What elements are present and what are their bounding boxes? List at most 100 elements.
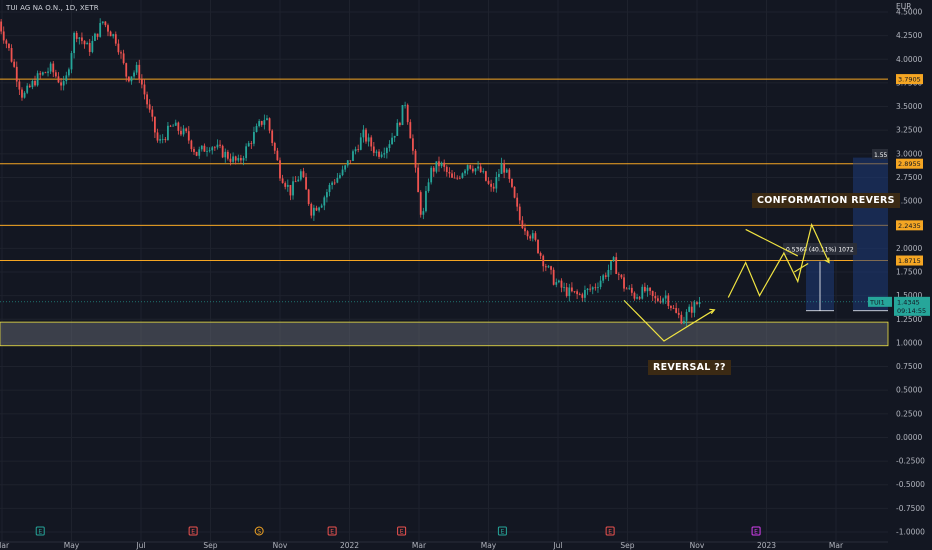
candle-body — [336, 178, 338, 183]
measure-right-label: 1.55 — [874, 152, 888, 159]
candle-body — [399, 123, 401, 125]
candle-body — [670, 306, 672, 308]
candle-body — [282, 178, 284, 183]
candle-body — [587, 289, 589, 290]
support-zone — [0, 322, 888, 346]
time-axis[interactable]: Mar May Jul Sep Nov 2022 Mar May Jul Sep Nov 2023 Ma… — [0, 541, 888, 550]
candle-body — [188, 131, 190, 140]
candle-body — [610, 261, 612, 270]
candle-body — [110, 32, 112, 37]
candle-body — [407, 105, 409, 122]
y-tick-label: -0.7500 — [896, 504, 925, 513]
candle-body — [303, 171, 305, 177]
candle-body — [128, 77, 130, 82]
x-tick-label: Jul — [552, 541, 562, 550]
candle-body — [245, 146, 247, 158]
candle-body — [37, 73, 39, 85]
candle-body — [138, 65, 140, 79]
candle-body — [318, 207, 320, 210]
candle-body — [472, 169, 474, 172]
candle-body — [339, 175, 341, 178]
y-tick-label: -0.2500 — [896, 457, 925, 466]
candle-body — [631, 288, 633, 293]
candle-body — [480, 167, 482, 173]
level-price-tag-label: 2.8955 — [898, 160, 921, 168]
candle-body — [550, 266, 552, 270]
candle-body — [396, 123, 398, 136]
candle-body — [94, 34, 96, 41]
event-marker-letter: E — [400, 528, 404, 535]
candle-body — [227, 152, 229, 159]
candle-body — [183, 129, 185, 135]
candle-body — [647, 288, 649, 291]
candle-body — [467, 165, 469, 171]
candle-body — [503, 163, 505, 172]
candle-body — [649, 288, 651, 291]
x-tick-label: Mar — [829, 541, 844, 550]
candle-body — [571, 288, 573, 292]
candle-body — [498, 174, 500, 177]
candle-body — [222, 146, 224, 158]
candle-body — [618, 274, 620, 275]
candle-body — [331, 183, 333, 185]
candle-body — [151, 110, 153, 117]
candle-body — [65, 75, 67, 81]
candle-body — [146, 94, 148, 104]
candle-body — [441, 163, 443, 166]
candle-body — [34, 81, 36, 85]
x-tick-label: May — [481, 541, 497, 550]
candle-body — [217, 145, 219, 148]
candle-body — [360, 137, 362, 149]
candle-body — [594, 287, 596, 288]
candle-body — [261, 121, 263, 125]
x-tick-label: Nov — [273, 541, 288, 550]
candle-body — [175, 123, 177, 126]
candle-body — [18, 82, 20, 90]
y-tick-label: 1.7500 — [896, 268, 922, 277]
candle-body — [104, 22, 106, 26]
candle-body — [579, 294, 581, 295]
candle-body — [521, 220, 523, 228]
event-marker-letter: E — [38, 528, 42, 535]
level-price-tag-label: 2.2435 — [898, 222, 921, 230]
y-tick-label: 4.2500 — [896, 31, 922, 40]
candle-body — [84, 41, 86, 44]
candle-body — [589, 289, 591, 290]
candle-body — [386, 148, 388, 153]
candle-body — [600, 281, 602, 287]
candle-body — [172, 126, 174, 127]
candle-body — [430, 168, 432, 183]
candle-body — [516, 198, 518, 207]
last-price-label: 1.4345 — [897, 298, 920, 306]
candle-body — [519, 207, 521, 221]
price-axis[interactable]: 4.50004.25004.00003.75003.50003.25003.00… — [896, 8, 925, 537]
candle-body — [13, 62, 15, 67]
candle-body — [144, 84, 146, 94]
x-tick-label: Sep — [203, 541, 217, 550]
candle-body — [21, 90, 23, 98]
candle-body — [693, 302, 695, 313]
measure-label: 0.5360 (40.11%) 1072 — [786, 247, 854, 254]
candle-body — [60, 82, 62, 85]
candle-body — [3, 31, 5, 40]
candle-body — [214, 147, 216, 148]
candle-body — [524, 228, 526, 231]
candle-body — [154, 117, 156, 133]
candle-body — [636, 297, 638, 298]
candle-body — [383, 153, 385, 154]
candle-body — [527, 231, 529, 236]
candle-body — [347, 160, 349, 165]
x-tick-label: Jul — [135, 541, 145, 550]
candle-body — [157, 132, 159, 140]
candle-body — [250, 143, 252, 144]
candle-body — [545, 266, 547, 267]
candle-body — [276, 151, 278, 161]
candle-body — [621, 275, 623, 278]
candle-body — [370, 137, 372, 146]
candle-body — [115, 34, 117, 43]
event-marker-letter: E — [608, 528, 612, 535]
candle-body — [699, 302, 701, 304]
y-tick-label: 1.2500 — [896, 315, 922, 324]
candle-body — [644, 287, 646, 291]
